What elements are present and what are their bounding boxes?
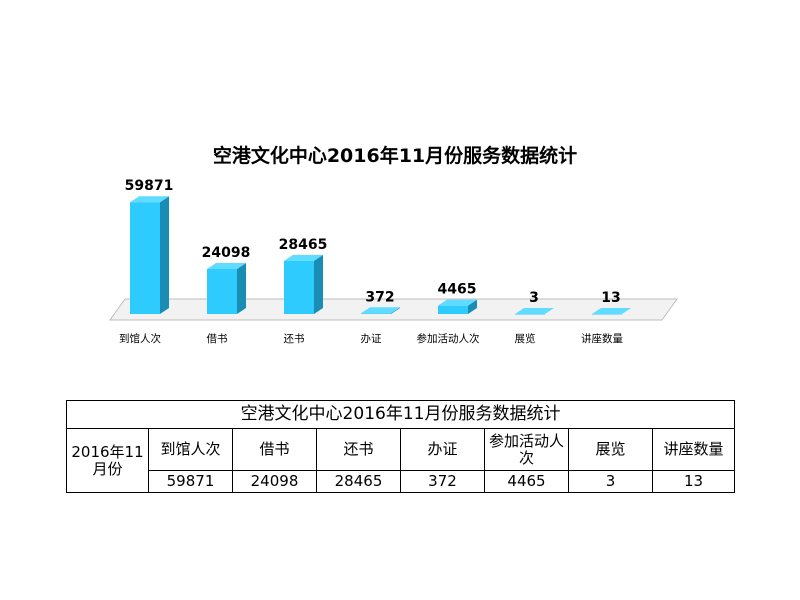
bar-front — [284, 260, 314, 314]
value-cell: 372 — [400, 470, 485, 493]
data-label: 3 — [529, 290, 539, 306]
value-cell: 24098 — [232, 470, 317, 493]
bar-side — [622, 307, 631, 314]
header-cell: 讲座数量 — [651, 428, 736, 471]
bar-front — [438, 305, 468, 314]
header-cell: 到馆人次 — [148, 428, 233, 471]
bar-side — [314, 254, 323, 314]
bar-front — [515, 313, 545, 315]
table-title: 空港文化中心2016年11月份服务数据统计 — [65, 400, 736, 429]
header-cell: 借书 — [232, 428, 317, 471]
bar-side — [468, 299, 477, 314]
bar-side — [391, 307, 400, 314]
bar-top — [515, 307, 554, 314]
data-table: 空港文化中心2016年11月份服务数据统计 2016年11月份 到馆人次 借书 … — [65, 400, 736, 493]
category-label: 展览 — [515, 332, 536, 345]
data-label: 28465 — [279, 237, 328, 253]
bar-top — [207, 263, 246, 270]
bar — [130, 196, 169, 314]
bar — [284, 254, 323, 314]
bar — [438, 299, 477, 314]
bar — [592, 307, 631, 315]
header-cell: 展览 — [568, 428, 653, 471]
category-label: 办证 — [361, 332, 382, 345]
bar-front — [130, 202, 160, 314]
bar-chart: 空港文化中心2016年11月份服务数据统计 59871 24098 28465 372… — [109, 144, 678, 345]
value-cell: 59871 — [148, 470, 233, 493]
bar-top — [130, 196, 169, 203]
value-cell: 13 — [651, 470, 736, 493]
data-label: 4465 — [438, 282, 477, 298]
bar-top — [284, 254, 323, 261]
data-label: 59871 — [125, 178, 174, 194]
category-label: 讲座数量 — [581, 332, 623, 345]
bar — [361, 307, 400, 314]
value-cell: 3 — [568, 470, 653, 493]
bar-side — [545, 307, 554, 314]
bar-front — [361, 313, 391, 314]
bar — [207, 263, 246, 314]
bar — [515, 307, 554, 315]
value-cell: 4465 — [484, 470, 569, 493]
category-label: 借书 — [207, 333, 228, 345]
row-label-cell: 2016年11月份 — [66, 428, 149, 493]
bar-front — [592, 313, 622, 315]
bar-top — [438, 299, 477, 306]
bar-top — [361, 307, 400, 314]
bar-top — [592, 307, 631, 314]
value-cell: 28465 — [316, 470, 401, 493]
category-label: 参加活动人次 — [417, 332, 480, 345]
category-label: 还书 — [284, 333, 305, 345]
category-label: 到馆人次 — [119, 332, 161, 345]
chart-title: 空港文化中心2016年11月份服务数据统计 — [213, 144, 577, 167]
bar-side — [237, 263, 246, 314]
data-label: 372 — [365, 289, 394, 305]
bar-front — [207, 269, 237, 314]
data-label: 24098 — [202, 245, 251, 261]
data-label: 13 — [601, 290, 620, 306]
header-cell: 参加活动人次 — [484, 428, 569, 471]
header-cell: 办证 — [400, 428, 485, 471]
bar-side — [160, 196, 169, 314]
header-cell: 还书 — [316, 428, 401, 471]
